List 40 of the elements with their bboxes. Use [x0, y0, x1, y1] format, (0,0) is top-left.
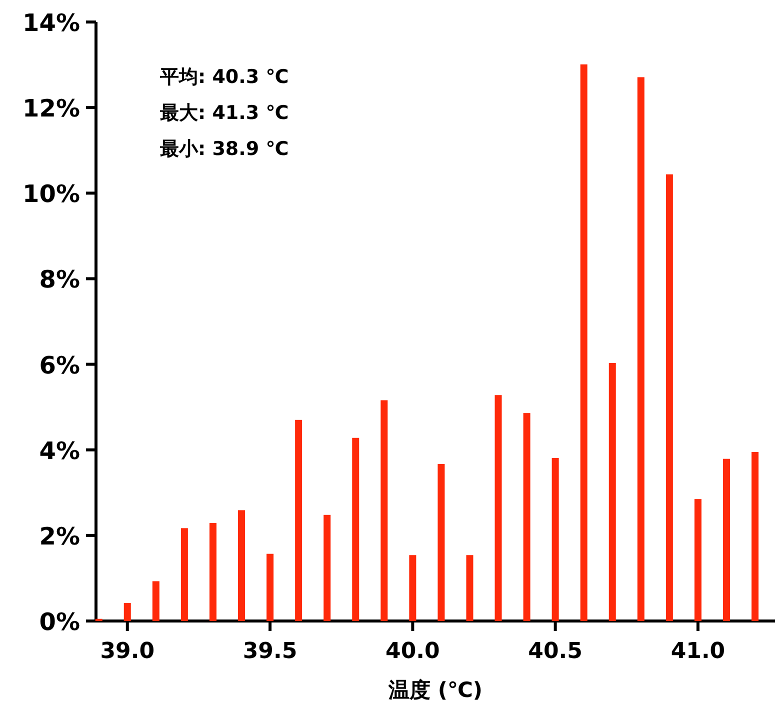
bar	[466, 555, 474, 621]
x-tick-label: 41.0	[670, 639, 726, 664]
annotation: 平均: 40.3 ℃	[159, 66, 289, 88]
bar	[637, 77, 644, 621]
bar	[608, 363, 616, 621]
y-tick-label: 14%	[22, 9, 80, 37]
x-axis-title: 温度 (℃)	[388, 678, 482, 702]
bar	[494, 395, 502, 621]
y-tick-label: 2%	[39, 522, 80, 550]
bar	[438, 464, 445, 621]
bar	[523, 413, 530, 621]
bar	[694, 499, 702, 621]
x-tick-label: 39.0	[100, 639, 155, 664]
y-tick-label: 4%	[39, 436, 80, 465]
bar	[180, 528, 188, 621]
bar	[324, 514, 331, 621]
y-tick-label: 8%	[39, 266, 80, 294]
x-tick-label: 40.0	[386, 639, 440, 664]
y-tick-label: 6%	[39, 351, 80, 380]
bar	[352, 438, 360, 621]
bar	[124, 603, 131, 621]
y-tick-label: 10%	[22, 180, 80, 208]
bar	[752, 452, 759, 621]
annotation: 最小: 38.9 ℃	[159, 138, 289, 160]
bar	[552, 458, 559, 621]
y-tick-label: 0%	[39, 608, 80, 636]
bar	[723, 458, 730, 621]
bar	[380, 400, 388, 621]
bar	[409, 555, 416, 621]
x-tick-label: 39.5	[242, 639, 298, 664]
y-tick-label: 12%	[22, 94, 80, 123]
bar	[209, 523, 216, 621]
bar	[152, 581, 160, 621]
bar	[266, 554, 274, 621]
bar	[666, 174, 673, 621]
bar	[295, 420, 302, 621]
x-tick-label: 40.5	[528, 639, 582, 664]
bar	[580, 64, 588, 621]
annotation: 最大: 41.3 ℃	[159, 102, 289, 124]
bar	[238, 510, 245, 621]
